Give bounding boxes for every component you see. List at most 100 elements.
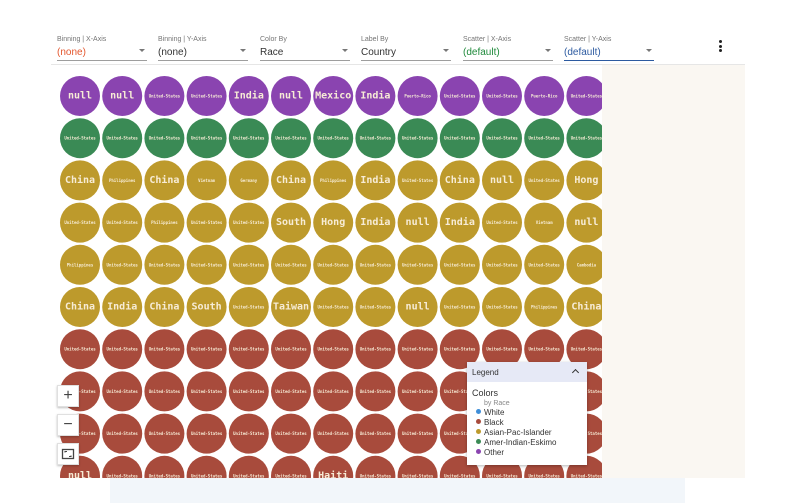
data-point[interactable]: United-States (271, 413, 311, 454)
data-point[interactable]: Haiti (313, 455, 354, 478)
data-point[interactable]: Hong (566, 160, 602, 201)
data-point[interactable]: United-States (144, 371, 185, 412)
data-point[interactable]: Vietnam (186, 160, 227, 201)
data-point[interactable]: United-States (313, 413, 354, 454)
data-point[interactable]: United-States (355, 455, 396, 478)
data-point[interactable]: United-States (355, 118, 396, 159)
data-point[interactable]: United-States (271, 371, 311, 412)
data-point[interactable]: United-States (144, 118, 185, 159)
data-point[interactable]: United-States (355, 329, 396, 370)
data-point[interactable]: United-States (397, 244, 438, 285)
data-point[interactable]: Philippines (313, 160, 354, 201)
data-point[interactable]: Germany (228, 160, 269, 201)
data-point[interactable]: United-States (228, 329, 269, 370)
data-point[interactable]: United-States (524, 244, 565, 285)
data-point[interactable]: China (271, 160, 311, 201)
data-point[interactable]: Philippines (102, 160, 143, 201)
data-point[interactable]: United-States (228, 371, 269, 412)
data-point[interactable]: United-States (228, 287, 269, 327)
data-point[interactable]: China (60, 287, 100, 327)
zoom-in-button[interactable]: + (57, 385, 79, 407)
data-point[interactable]: United-States (186, 413, 227, 454)
data-point[interactable]: United-States (60, 329, 100, 370)
data-point[interactable]: United-States (102, 244, 143, 285)
data-point[interactable]: Mexico (313, 76, 354, 116)
data-point[interactable]: United-States (186, 455, 227, 478)
data-point[interactable]: United-States (439, 244, 480, 285)
color-by-dropdown[interactable]: Color By Race (260, 35, 350, 61)
data-point[interactable]: India (355, 160, 396, 201)
label-by-dropdown[interactable]: Label By Country (361, 35, 451, 61)
data-point[interactable]: United-States (228, 118, 269, 159)
data-point[interactable]: United-States (186, 329, 227, 370)
data-point[interactable]: Puerto-Rico (397, 76, 438, 116)
data-point[interactable]: Cambodia (566, 244, 602, 285)
data-point[interactable]: Philippines (524, 287, 565, 327)
data-point[interactable]: United-States (144, 76, 185, 116)
data-point[interactable]: United-States (186, 76, 227, 116)
data-point[interactable]: United-States (397, 118, 438, 159)
data-point[interactable]: United-States (313, 371, 354, 412)
data-point[interactable]: null (60, 76, 100, 116)
data-point[interactable]: United-States (102, 329, 143, 370)
data-point[interactable]: China (144, 287, 185, 327)
data-point[interactable]: United-States (271, 244, 311, 285)
data-point[interactable]: China (60, 160, 100, 201)
data-point[interactable]: United-States (313, 287, 354, 327)
data-point[interactable]: United-States (355, 413, 396, 454)
data-point[interactable]: null (482, 160, 522, 201)
binning-x-axis-dropdown[interactable]: Binning | X-Axis (none) (57, 35, 147, 61)
data-point[interactable]: United-States (482, 76, 522, 116)
data-point[interactable]: null (271, 76, 311, 116)
data-point[interactable]: South (271, 202, 311, 243)
data-point[interactable]: United-States (186, 371, 227, 412)
data-point[interactable]: United-States (482, 329, 522, 370)
data-point[interactable]: United-States (397, 160, 438, 201)
data-point[interactable]: India (439, 202, 480, 243)
data-point[interactable]: United-States (186, 118, 227, 159)
data-point[interactable]: United-States (439, 76, 480, 116)
data-point[interactable]: United-States (439, 287, 480, 327)
data-point[interactable]: India (355, 76, 396, 116)
data-point[interactable]: United-States (482, 202, 522, 243)
data-point[interactable]: United-States (102, 202, 143, 243)
data-point[interactable]: null (397, 202, 438, 243)
data-point[interactable]: United-States (397, 329, 438, 370)
data-point[interactable]: United-States (144, 329, 185, 370)
chevron-up-icon[interactable] (571, 368, 580, 377)
data-point[interactable]: United-States (439, 329, 480, 370)
data-point[interactable]: United-States (271, 329, 311, 370)
data-point[interactable]: United-States (313, 244, 354, 285)
data-point[interactable]: Vietnam (524, 202, 565, 243)
binning-y-axis-dropdown[interactable]: Binning | Y-Axis (none) (158, 35, 248, 61)
data-point[interactable]: United-States (60, 202, 100, 243)
scatter-x-axis-dropdown[interactable]: Scatter | X-Axis (default) (463, 35, 553, 61)
data-point[interactable]: United-States (102, 118, 143, 159)
data-point[interactable]: United-States (566, 76, 602, 116)
data-point[interactable]: United-States (524, 118, 565, 159)
data-point[interactable]: United-States (144, 413, 185, 454)
data-point[interactable]: null (566, 202, 602, 243)
data-point[interactable]: United-States (271, 455, 311, 478)
data-point[interactable]: China (144, 160, 185, 201)
data-point[interactable]: United-States (228, 244, 269, 285)
data-point[interactable]: United-States (566, 118, 602, 159)
data-point[interactable]: United-States (313, 329, 354, 370)
data-point[interactable]: India (102, 287, 143, 327)
data-point[interactable]: null (397, 287, 438, 327)
data-point[interactable]: United-States (355, 371, 396, 412)
data-point[interactable]: null (102, 76, 143, 116)
legend-header[interactable]: Legend (467, 362, 587, 382)
data-point[interactable]: United-States (524, 160, 565, 201)
data-point[interactable]: United-States (228, 413, 269, 454)
data-point[interactable]: China (439, 160, 480, 201)
data-point[interactable]: United-States (482, 287, 522, 327)
data-point[interactable]: India (355, 202, 396, 243)
fit-view-button[interactable] (57, 443, 79, 465)
data-point[interactable]: United-States (397, 455, 438, 478)
data-point[interactable]: United-States (60, 118, 100, 159)
data-point[interactable]: United-States (144, 244, 185, 285)
data-point[interactable]: United-States (355, 244, 396, 285)
data-point[interactable]: United-States (271, 118, 311, 159)
data-point[interactable]: South (186, 287, 227, 327)
